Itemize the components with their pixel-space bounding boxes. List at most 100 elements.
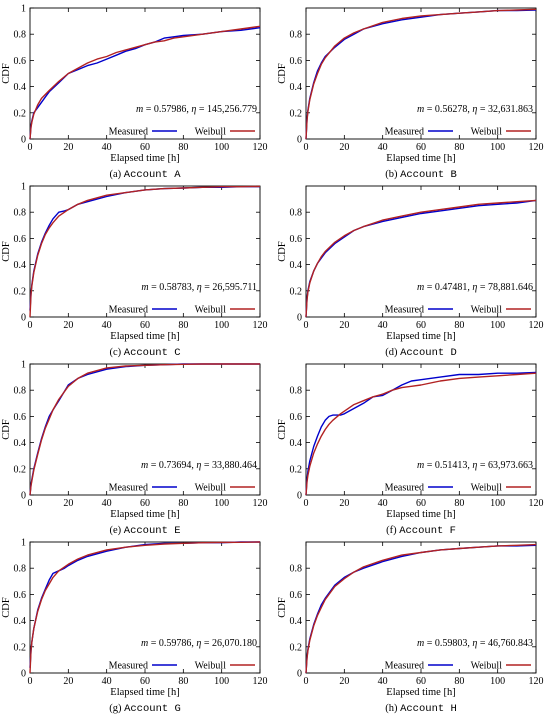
param-eta-value: 26,595.711	[212, 282, 257, 293]
x-tick-label: 80	[454, 498, 464, 509]
legend-label-measured: Measured	[385, 483, 424, 494]
x-tick-label: 100	[214, 142, 229, 153]
series-line-measured	[305, 544, 537, 674]
x-tick-label: 40	[102, 142, 112, 153]
x-tick-label: 120	[529, 320, 544, 331]
x-tick-label: 40	[378, 498, 388, 509]
x-tick-label: 0	[304, 676, 309, 687]
y-tick-label: 0.8	[14, 564, 27, 575]
x-tick-label: 0	[28, 498, 33, 509]
x-tick-label: 20	[339, 498, 349, 509]
weibull-params: m = 0.56278, η = 32,631.863	[417, 104, 533, 115]
param-text: =	[143, 104, 154, 115]
chart-panel-account-a: 0 0.2 0.4 0.6 0.8 1 0 20 40 60 80 100 120 Elapsed tim…	[1, 4, 268, 182]
param-text: η	[472, 104, 477, 115]
y-axis-label: CDF	[1, 241, 12, 262]
y-tick-label: 0.2	[14, 286, 27, 297]
param-text: m	[136, 104, 143, 115]
caption-label: (g)	[109, 703, 122, 714]
series-line-measured	[305, 371, 537, 496]
param-text: ,	[186, 104, 191, 115]
series-line-weibull	[29, 25, 261, 140]
subfigure-caption: (g) Account G	[109, 703, 181, 715]
subfigure-caption: (c) Account C	[110, 347, 181, 359]
x-axis-label: Elapsed time [h]	[110, 153, 179, 164]
series-line-measured	[305, 9, 537, 140]
y-tick-label: 0.8	[290, 30, 303, 41]
y-tick-label: 1	[21, 182, 26, 193]
param-text: =	[201, 638, 212, 649]
legend-label-weibull: Weibull	[195, 483, 227, 494]
x-tick-label: 60	[416, 498, 426, 509]
y-tick-label: 0.4	[290, 82, 303, 93]
y-tick-label: 0.2	[14, 108, 27, 119]
subfigure-caption: (f) Account F	[386, 525, 456, 537]
legend-label-measured: Measured	[109, 483, 148, 494]
x-tick-label: 100	[490, 676, 505, 687]
param-text: η	[196, 460, 201, 471]
y-tick-label: 0.2	[290, 286, 303, 297]
x-tick-label: 0	[304, 142, 309, 153]
y-tick-label: 0.8	[290, 564, 303, 575]
y-tick-label: 0	[297, 491, 302, 502]
y-axis-label: CDF	[277, 597, 288, 618]
x-tick-label: 80	[178, 676, 188, 687]
param-text: =	[202, 282, 213, 293]
x-tick-label: 120	[529, 142, 544, 153]
x-tick-label: 0	[304, 498, 309, 509]
x-tick-label: 60	[416, 676, 426, 687]
y-tick-label: 0.4	[290, 438, 303, 449]
param-text: =	[149, 282, 160, 293]
legend-label-measured: Measured	[385, 661, 424, 672]
subfigure-caption: (b) Account B	[385, 169, 457, 181]
param-m-value: 0.59786	[159, 638, 192, 649]
x-tick-label: 80	[454, 142, 464, 153]
y-tick-label: 1	[21, 538, 26, 549]
series-line-weibull	[305, 8, 537, 140]
x-axis-label: Elapsed time [h]	[386, 331, 455, 342]
legend-label-weibull: Weibull	[195, 661, 227, 672]
param-text: η	[196, 638, 201, 649]
subfigure-caption: (d) Account D	[385, 347, 457, 359]
x-tick-label: 60	[416, 320, 426, 331]
legend-label-weibull: Weibull	[195, 305, 227, 316]
param-text: =	[201, 460, 212, 471]
series-line-weibull	[305, 372, 537, 496]
y-tick-label: 0	[297, 669, 302, 680]
plot-frame	[29, 541, 261, 674]
param-m-value: 0.57986	[154, 104, 187, 115]
y-tick-label: 0.2	[290, 464, 303, 475]
y-tick-label: 0.8	[14, 386, 27, 397]
y-tick-label: 0.8	[14, 30, 27, 41]
x-tick-label: 120	[253, 498, 268, 509]
x-tick-label: 60	[140, 320, 150, 331]
param-m-value: 0.73694	[159, 460, 192, 471]
x-tick-label: 100	[214, 676, 229, 687]
x-tick-label: 60	[140, 142, 150, 153]
y-tick-label: 0.6	[14, 590, 27, 601]
param-text: ,	[467, 282, 472, 293]
y-tick-label: 0	[21, 313, 26, 324]
x-tick-label: 100	[214, 498, 229, 509]
x-tick-label: 0	[28, 676, 33, 687]
y-axis-label: CDF	[277, 63, 288, 84]
caption-account: Account F	[399, 525, 456, 537]
y-axis-label: CDF	[277, 419, 288, 440]
caption-account: Account D	[400, 347, 457, 359]
param-text: η	[197, 282, 202, 293]
series-line-weibull	[305, 199, 537, 318]
x-tick-label: 100	[490, 320, 505, 331]
legend-label-weibull: Weibull	[471, 483, 503, 494]
legend-label-weibull: Weibull	[471, 127, 503, 138]
param-text: =	[148, 460, 159, 471]
x-tick-label: 0	[28, 142, 33, 153]
x-tick-label: 100	[490, 142, 505, 153]
x-axis-label: Elapsed time [h]	[386, 687, 455, 698]
x-axis-label: Elapsed time [h]	[110, 331, 179, 342]
x-tick-label: 80	[454, 320, 464, 331]
x-tick-label: 100	[214, 320, 229, 331]
param-eta-value: 63,973.663	[488, 460, 533, 471]
plot-frame	[305, 363, 537, 496]
y-axis-label: CDF	[1, 419, 12, 440]
x-tick-label: 80	[178, 320, 188, 331]
